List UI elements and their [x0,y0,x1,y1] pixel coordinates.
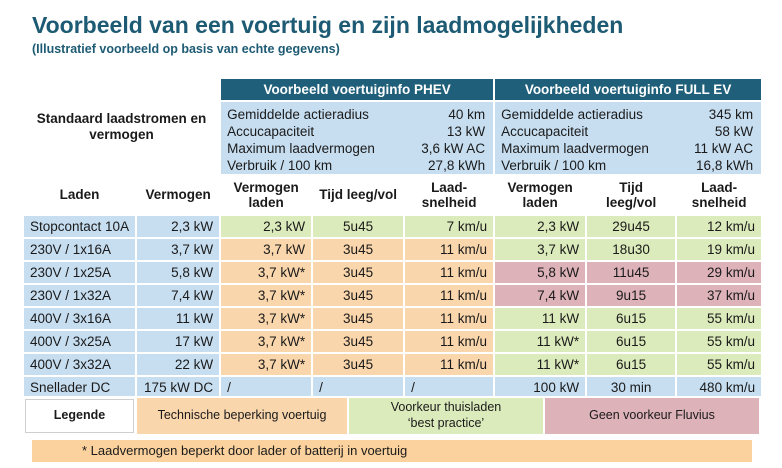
cell-ev-tijd: 6u15 [585,329,678,354]
cell-laden: 400V / 3x32A [21,352,138,377]
col-header-ev-vermogen: Vermogen laden [493,174,588,216]
cell-phev-snelheid: 11 km/u [403,306,496,331]
legend-pink: Geen voorkeur Fluvius [543,396,761,436]
cell-phev-vermogen: 3,7 kW* [219,260,314,285]
cell-laden: 400V / 3x16A [21,306,138,331]
cell-phev-vermogen: 3,7 kW* [219,329,314,354]
cell-laden: Stopcontact 10A [21,214,138,239]
phev-spec-row: Gemiddelde actieradius 40 km [227,107,486,122]
page-subtitle: (Illustratief voorbeeld op basis van ech… [32,42,340,56]
cell-phev-snelheid: 11 km/u [403,329,496,354]
col-header-ev-snelheid: Laad-snelheid [675,174,764,216]
col-header-phev-snelheid: Laad-snelheid [403,174,496,216]
cell-ev-vermogen: 11 kW* [493,352,588,377]
cell-phev-tijd: 3u45 [311,260,406,285]
ev-spec-row: Gemiddelde actieradius 345 km [501,107,754,122]
cell-ev-tijd: 6u15 [585,352,678,377]
cell-ev-tijd: 9u15 [585,283,678,308]
cell-phev-tijd: 5u45 [311,214,406,239]
cell-ev-tijd: 30 min [585,375,678,400]
cell-ev-tijd: 18u30 [585,237,678,262]
cell-phev-vermogen: 3,7 kW [219,237,314,262]
cell-phev-tijd: 3u45 [311,352,406,377]
cell-ev-vermogen: 100 kW [493,375,588,400]
table-row: Stopcontact 10A 2,3 kW 2,3 kW 5u45 7 km/u 2,3… [21,214,764,239]
col-header-laden: Laden [21,174,138,216]
table-row: 400V / 3x32A 22 kW 3,7 kW* 3u45 11 km/u 11 kW… [21,352,764,377]
cell-phev-vermogen: 3,7 kW* [219,283,314,308]
charging-table: Standaard laadstromen en vermogen Voorbe… [21,77,764,400]
ev-spec-row: Verbruik / 100 km 16,8 kWh [501,158,754,173]
phev-spec-row: Verbruik / 100 km 27,8 kWh [227,158,486,173]
col-header-ev-tijd: Tijd leeg/vol [585,174,678,216]
cell-vermogen: 5,8 kW [135,260,222,285]
legend-green: Voorkeur thuisladen ‘best practice’ [347,396,545,436]
cell-phev-snelheid: 7 km/u [403,214,496,239]
cell-vermogen: 7,4 kW [135,283,222,308]
cell-phev-snelheid: 11 km/u [403,237,496,262]
cell-ev-snelheid: 29 km/u [675,260,764,285]
cell-phev-snelheid: 11 km/u [403,283,496,308]
cell-laden: 230V / 1x32A [21,283,138,308]
cell-phev-vermogen: 2,3 kW [219,214,314,239]
col-header-vermogen: Vermogen [135,174,222,216]
cell-vermogen: 22 kW [135,352,222,377]
cell-vermogen: 17 kW [135,329,222,354]
cell-laden: Snellader DC [21,375,138,400]
legend: Legende Technische beperking voertuig Vo… [22,396,761,436]
ev-spec-row: Accucapaciteit 58 kW [501,124,754,139]
cell-ev-snelheid: 55 km/u [675,329,764,354]
cell-ev-tijd: 11u45 [585,260,678,285]
cell-ev-vermogen: 2,3 kW [493,214,588,239]
footnote: * Laadvermogen beperkt door lader of bat… [32,440,752,462]
table-row: 400V / 3x16A 11 kW 3,7 kW* 3u45 11 km/u 11 kW… [21,306,764,331]
phev-spec-row: Accucapaciteit 13 kW [227,124,486,139]
phev-specs: Gemiddelde actieradius 40 km Accucapacite… [219,100,496,176]
cell-vermogen: 3,7 kW [135,237,222,262]
cell-phev-tijd: / [311,375,406,400]
col-header-phev-vermogen: Vermogen laden [219,174,314,216]
cell-laden: 400V / 3x25A [21,329,138,354]
table-row: 230V / 1x16A 3,7 kW 3,7 kW 3u45 11 km/u 3,7 k… [21,237,764,262]
cell-ev-tijd: 6u15 [585,306,678,331]
cell-ev-snelheid: 12 km/u [675,214,764,239]
phev-header: Voorbeeld voertuiginfo PHEV [219,77,496,102]
cell-phev-vermogen: 3,7 kW* [219,352,314,377]
cell-vermogen: 11 kW [135,306,222,331]
cell-laden: 230V / 1x25A [21,260,138,285]
cell-phev-vermogen: 3,7 kW* [219,306,314,331]
cell-vermogen: 2,3 kW [135,214,222,239]
cell-ev-vermogen: 11 kW [493,306,588,331]
table-row: 230V / 1x32A 7,4 kW 3,7 kW* 3u45 11 km/u 7,4 … [21,283,764,308]
cell-ev-vermogen: 5,8 kW [493,260,588,285]
legend-label: Legende [22,396,137,436]
cell-phev-tijd: 3u45 [311,329,406,354]
cell-ev-snelheid: 19 km/u [675,237,764,262]
cell-laden: 230V / 1x16A [21,237,138,262]
col-header-phev-tijd: Tijd leeg/vol [311,174,406,216]
cell-ev-vermogen: 11 kW* [493,329,588,354]
cell-ev-vermogen: 3,7 kW [493,237,588,262]
cell-ev-tijd: 29u45 [585,214,678,239]
cell-phev-tijd: 3u45 [311,306,406,331]
table-row: 400V / 3x25A 17 kW 3,7 kW* 3u45 11 km/u 11 kW… [21,329,764,354]
cell-ev-snelheid: 55 km/u [675,306,764,331]
phev-spec-row: Maximum laadvermogen 3,6 kW AC [227,141,486,156]
cell-ev-snelheid: 37 km/u [675,283,764,308]
page-title: Voorbeeld van een voertuig en zijn laadm… [32,12,624,38]
table-row: 230V / 1x25A 5,8 kW 3,7 kW* 3u45 11 km/u 5,8 … [21,260,764,285]
cell-phev-tijd: 3u45 [311,237,406,262]
standard-header: Standaard laadstromen en vermogen [21,77,222,176]
table-row: Snellader DC 175 kW DC / //100 kW 30 min 480 … [21,375,764,400]
cell-ev-vermogen: 7,4 kW [493,283,588,308]
ev-specs: Gemiddelde actieradius 345 km Accucapacit… [493,100,764,176]
ev-header: Voorbeeld voertuiginfo FULL EV [493,77,764,102]
cell-phev-snelheid: 11 km/u [403,352,496,377]
ev-spec-row: Maximum laadvermogen 11 kW AC [501,141,754,156]
legend-orange: Technische beperking voertuig [135,396,349,436]
cell-phev-snelheid: 11 km/u [403,260,496,285]
cell-ev-snelheid: 55 km/u [675,352,764,377]
cell-phev-tijd: 3u45 [311,283,406,308]
cell-phev-vermogen: / [219,375,314,400]
